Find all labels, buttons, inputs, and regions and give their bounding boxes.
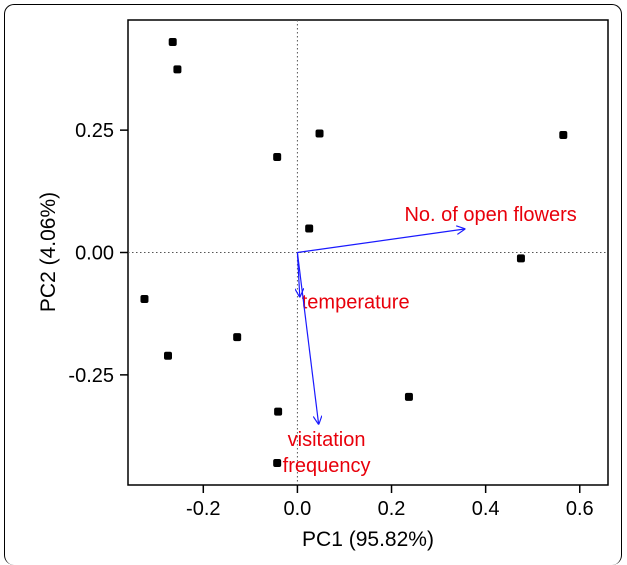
data-points: [140, 38, 568, 467]
y-tick-label: 0.25: [75, 120, 114, 142]
data-point: [315, 129, 324, 138]
data-point: [305, 224, 314, 233]
loading-label-line2: frequency: [283, 455, 371, 477]
x-tick-label: -0.2: [186, 498, 220, 520]
x-axis: -0.2 0.0 0.2 0.4 0.6: [186, 485, 594, 520]
loading-label: No. of open flowers: [404, 204, 576, 226]
x-tick-label: 0.2: [378, 498, 406, 520]
data-point: [164, 351, 172, 360]
x-tick-label: 0.0: [284, 498, 312, 520]
x-tick-label: 0.4: [472, 498, 500, 520]
data-point: [274, 407, 283, 416]
x-axis-title: PC1 (95.82%): [302, 528, 434, 551]
y-tick-label: 0.00: [75, 243, 114, 265]
x-tick-label: 0.6: [566, 498, 594, 520]
y-axis-title: PC2 (4.06%): [37, 192, 60, 312]
reference-lines: [128, 20, 608, 485]
loading-arrow: [296, 252, 318, 424]
data-point: [233, 333, 242, 342]
loading-label: temperature: [302, 292, 410, 314]
loading-arrow: [297, 229, 464, 254]
y-axis: -0.25 0.00 0.25: [68, 120, 128, 387]
data-point: [273, 153, 282, 162]
loading-label: visitation: [288, 429, 366, 451]
loading-arrows: No. of open flowers temperature visitation…: [283, 204, 577, 477]
y-tick-label: -0.25: [68, 365, 114, 387]
data-point: [168, 38, 177, 47]
data-point: [273, 458, 282, 467]
figure-frame: [4, 4, 622, 565]
data-point: [140, 295, 149, 303]
data-point: [516, 254, 525, 263]
data-point: [559, 131, 568, 140]
data-point: [404, 392, 413, 401]
data-point: [173, 65, 182, 74]
